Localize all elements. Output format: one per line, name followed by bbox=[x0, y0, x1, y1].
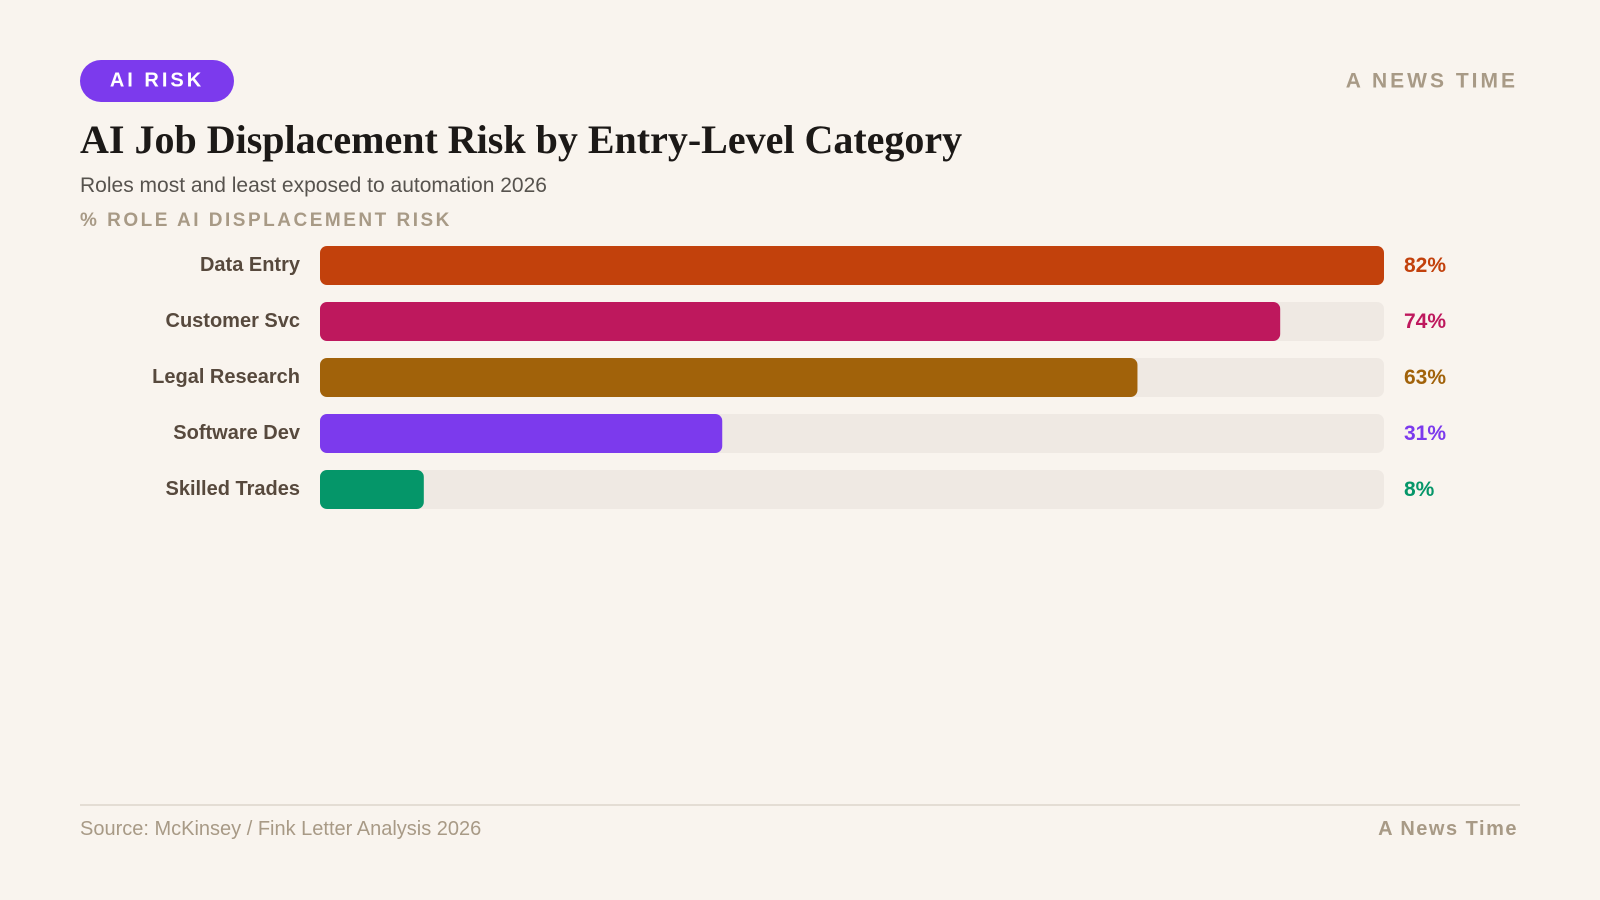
category-label: Legal Research bbox=[152, 366, 300, 388]
category-label: Skilled Trades bbox=[165, 478, 300, 500]
value-label: 8% bbox=[1404, 478, 1435, 501]
value-label: 63% bbox=[1404, 366, 1446, 389]
tag: AI RISK bbox=[110, 69, 204, 91]
bar bbox=[320, 470, 424, 509]
value-label: 74% bbox=[1404, 310, 1446, 333]
category-label: Customer Svc bbox=[166, 310, 301, 332]
category-label: Software Dev bbox=[173, 422, 301, 444]
axis-label: % ROLE AI DISPLACEMENT RISK bbox=[80, 210, 452, 231]
category-label: Data Entry bbox=[200, 254, 301, 276]
bar bbox=[320, 358, 1138, 397]
chart-title: AI Job Displacement Risk by Entry-Level … bbox=[80, 117, 962, 162]
source: Source: McKinsey / Fink Letter Analysis … bbox=[80, 818, 481, 840]
bar bbox=[320, 414, 723, 453]
brand: A NEWS TIME bbox=[1346, 70, 1518, 93]
bar bbox=[320, 246, 1384, 285]
value-label: 82% bbox=[1404, 254, 1446, 277]
subtitle: Roles most and least exposed to automati… bbox=[80, 174, 547, 197]
value-label: 31% bbox=[1404, 422, 1446, 445]
bar-track bbox=[320, 470, 1384, 509]
footer-brand: A News Time bbox=[1378, 818, 1518, 840]
bar bbox=[320, 302, 1281, 341]
tag-pill bbox=[80, 60, 234, 102]
